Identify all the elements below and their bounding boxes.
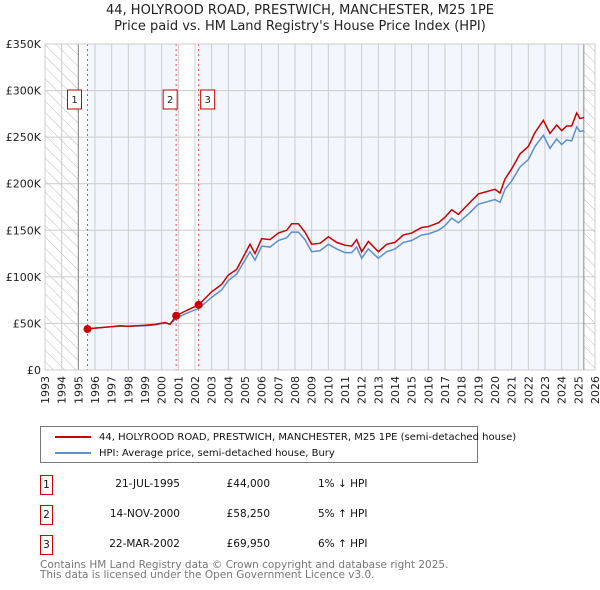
x-tick-label: 1997 (106, 376, 119, 404)
chart-title: 44, HOLYROOD ROAD, PRESTWICH, MANCHESTER… (105, 3, 495, 18)
x-tick-label: 2023 (539, 376, 552, 404)
legend-label: 44, HOLYROOD ROAD, PRESTWICH, MANCHESTER… (99, 431, 517, 443)
x-tick-label: 2014 (389, 376, 402, 404)
series-line (87, 125, 585, 330)
x-tick-label: 1996 (89, 376, 102, 404)
sale-price: £69,950 (226, 538, 270, 550)
x-tick-label: 2015 (406, 376, 419, 404)
sale-label-box (67, 89, 82, 110)
owned-period-shade (198, 44, 584, 370)
sale-row: 2 14-NOV-2000 £58,250 5% ↑ HPI (40, 505, 440, 525)
x-tick-label: 2004 (222, 376, 235, 404)
x-tick-label: 2010 (322, 376, 335, 404)
x-tick-label: 2021 (506, 376, 519, 404)
y-tick-label: £350K (6, 38, 42, 51)
legend-swatch (55, 452, 91, 454)
sale-date: 21-JUL-1995 (115, 478, 180, 490)
sale-label-box (200, 89, 216, 110)
x-tick-label: 2000 (156, 376, 169, 404)
x-tick-label: 2020 (489, 376, 502, 404)
sale-label: 2 (167, 95, 173, 106)
sale-label-box (162, 89, 178, 110)
sale-point (172, 311, 181, 320)
x-tick-label: 2001 (172, 376, 185, 404)
sale-date: 14-NOV-2000 (109, 508, 180, 520)
sale-marker: 1 (40, 475, 53, 495)
sale-price: £58,250 (226, 508, 270, 520)
sale-marker: 2 (40, 505, 53, 525)
x-tick-label: 2008 (289, 376, 302, 404)
sale-hpi-diff: 5% ↑ HPI (318, 508, 368, 520)
x-tick-label: 2025 (572, 376, 585, 404)
x-tick-label: 2009 (306, 376, 319, 404)
x-tick-label: 2026 (589, 376, 600, 404)
x-tick-label: 2024 (556, 376, 569, 404)
x-tick-label: 2018 (456, 376, 469, 404)
y-tick-label: £0 (27, 364, 41, 377)
footer-line: Contains HM Land Registry data © Crown c… (40, 559, 449, 571)
footer: Contains HM Land Registry data © Crown c… (40, 559, 449, 581)
sale-row: 3 22-MAR-2002 £69,950 6% ↑ HPI (40, 535, 440, 555)
sale-point (194, 300, 203, 309)
sale-date: 22-MAR-2002 (109, 538, 180, 550)
legend: 44, HOLYROOD ROAD, PRESTWICH, MANCHESTER… (40, 426, 516, 463)
y-tick-label: £50K (13, 317, 42, 330)
x-tick-label: 1999 (139, 376, 152, 404)
series-line (87, 111, 585, 330)
y-tick-label: £300K (6, 85, 42, 98)
no-data-hatch (583, 44, 595, 370)
x-tick-label: 1994 (56, 376, 69, 404)
x-tick-label: 2002 (189, 376, 202, 404)
y-tick-label: £200K (6, 178, 42, 191)
x-tick-label: 2022 (522, 376, 535, 404)
plot-border (44, 43, 596, 371)
sale-label: 1 (71, 95, 77, 106)
x-tick-label: 2013 (372, 376, 385, 404)
legend-label: HPI: Average price, semi-detached house,… (99, 447, 335, 459)
x-tick-label: 2005 (239, 376, 252, 404)
sale-hpi-diff: 1% ↓ HPI (318, 478, 368, 490)
sale-price: £44,000 (226, 478, 270, 490)
x-tick-label: 1998 (122, 376, 135, 404)
x-tick-label: 2007 (272, 376, 285, 404)
legend-item-property: 44, HOLYROOD ROAD, PRESTWICH, MANCHESTER… (55, 429, 516, 445)
sale-marker: 3 (40, 535, 53, 555)
footer-line: This data is licensed under the Open Gov… (40, 569, 375, 581)
y-tick-label: £250K (6, 131, 42, 144)
x-tick-label: 1995 (72, 376, 85, 404)
x-tick-label: 2016 (422, 376, 435, 404)
legend-swatch (55, 436, 91, 438)
x-tick-label: 2012 (356, 376, 369, 404)
y-tick-label: £150K (6, 224, 42, 237)
x-tick-label: 2006 (256, 376, 269, 404)
x-tick-label: 1993 (39, 376, 52, 404)
price-chart: 1993 1994 1995 1996 1997 1998 1999 2000 2001 2002… (6, 38, 600, 404)
legend-item-hpi: HPI: Average price, semi-detached house,… (55, 445, 335, 461)
x-tick-label: 2011 (339, 376, 352, 404)
x-tick-label: 2017 (439, 376, 452, 404)
chart-subtitle: Price paid vs. HM Land Registry's House … (114, 19, 486, 34)
x-tick-label: 2003 (206, 376, 219, 404)
x-tick-label: 2019 (472, 376, 485, 404)
sale-label: 3 (204, 95, 210, 106)
sale-row: 1 21-JUL-1995 £44,000 1% ↓ HPI (40, 475, 440, 495)
y-tick-label: £100K (6, 271, 42, 284)
sale-point (83, 325, 92, 334)
sale-hpi-diff: 6% ↑ HPI (318, 538, 368, 550)
